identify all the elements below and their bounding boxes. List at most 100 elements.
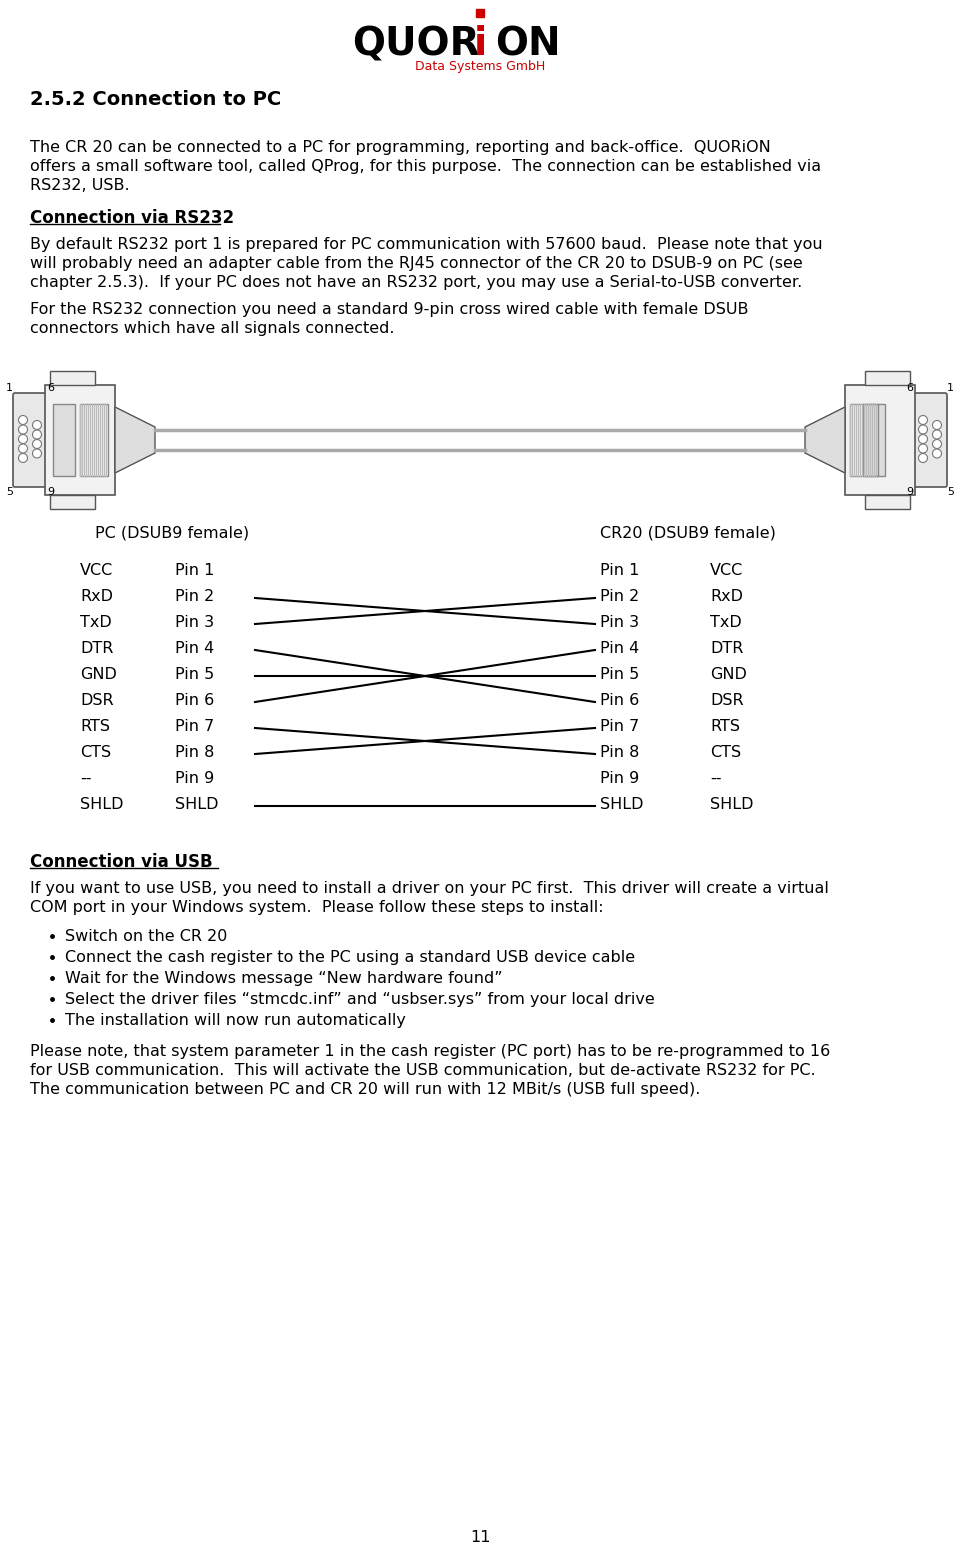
Text: 9: 9 xyxy=(47,486,54,497)
Text: Pin 4: Pin 4 xyxy=(600,641,639,656)
Text: By default RS232 port 1 is prepared for PC communication with 57600 baud.  Pleas: By default RS232 port 1 is prepared for … xyxy=(30,237,823,253)
Bar xyxy=(865,371,910,385)
Text: Switch on the CR 20: Switch on the CR 20 xyxy=(65,929,228,945)
Text: VCC: VCC xyxy=(80,563,113,578)
Text: 6: 6 xyxy=(906,384,913,393)
Text: TxD: TxD xyxy=(80,614,111,630)
Text: chapter 2.5.3).  If your PC does not have an RS232 port, you may use a Serial-to: chapter 2.5.3). If your PC does not have… xyxy=(30,274,803,290)
Text: connectors which have all signals connected.: connectors which have all signals connec… xyxy=(30,321,395,337)
Circle shape xyxy=(932,430,942,440)
Text: Pin 5: Pin 5 xyxy=(600,667,639,681)
Text: Pin 9: Pin 9 xyxy=(600,772,639,786)
Bar xyxy=(80,404,108,475)
Text: Pin 3: Pin 3 xyxy=(600,614,639,630)
Text: DSR: DSR xyxy=(710,694,744,708)
Circle shape xyxy=(33,421,41,429)
Text: 5: 5 xyxy=(947,486,954,497)
Text: 9: 9 xyxy=(906,486,913,497)
Circle shape xyxy=(33,449,41,458)
Text: CTS: CTS xyxy=(80,745,111,759)
Text: VCC: VCC xyxy=(710,563,743,578)
Text: 5: 5 xyxy=(6,486,13,497)
Text: CTS: CTS xyxy=(710,745,741,759)
Text: For the RS232 connection you need a standard 9-pin cross wired cable with female: For the RS232 connection you need a stan… xyxy=(30,302,749,316)
Text: DSR: DSR xyxy=(80,694,113,708)
Circle shape xyxy=(932,449,942,458)
Text: Please note, that system parameter 1 in the cash register (PC port) has to be re: Please note, that system parameter 1 in … xyxy=(30,1045,830,1059)
Text: RxD: RxD xyxy=(710,589,743,603)
Text: SHLD: SHLD xyxy=(600,797,643,812)
Circle shape xyxy=(919,416,927,424)
Text: will probably need an adapter cable from the RJ45 connector of the CR 20 to DSUB: will probably need an adapter cable from… xyxy=(30,256,803,271)
Circle shape xyxy=(33,430,41,440)
Text: Select the driver files “stmcdc.inf” and “usbser.sys” from your local drive: Select the driver files “stmcdc.inf” and… xyxy=(65,992,655,1007)
Text: Pin 8: Pin 8 xyxy=(175,745,214,759)
Text: Wait for the Windows message “New hardware found”: Wait for the Windows message “New hardwa… xyxy=(65,971,503,985)
Circle shape xyxy=(18,435,28,443)
Circle shape xyxy=(18,416,28,424)
Circle shape xyxy=(33,440,41,449)
Text: Data Systems GmbH: Data Systems GmbH xyxy=(415,59,545,73)
Text: Pin 7: Pin 7 xyxy=(600,719,639,734)
Text: SHLD: SHLD xyxy=(710,797,754,812)
Text: If you want to use USB, you need to install a driver on your PC first.  This dri: If you want to use USB, you need to inst… xyxy=(30,881,828,896)
Polygon shape xyxy=(805,407,845,472)
Text: TxD: TxD xyxy=(710,614,742,630)
Text: RTS: RTS xyxy=(80,719,110,734)
Text: Pin 1: Pin 1 xyxy=(175,563,214,578)
Circle shape xyxy=(18,426,28,433)
Text: Pin 2: Pin 2 xyxy=(175,589,214,603)
Bar xyxy=(50,496,95,508)
Text: 6: 6 xyxy=(47,384,54,393)
Text: COM port in your Windows system.  Please follow these steps to install:: COM port in your Windows system. Please … xyxy=(30,900,604,915)
Bar xyxy=(50,371,95,385)
Text: DTR: DTR xyxy=(80,641,113,656)
Text: RTS: RTS xyxy=(710,719,740,734)
Text: Pin 9: Pin 9 xyxy=(175,772,214,786)
Text: The CR 20 can be connected to a PC for programming, reporting and back-office.  : The CR 20 can be connected to a PC for p… xyxy=(30,140,771,154)
Text: 1: 1 xyxy=(6,384,13,393)
Circle shape xyxy=(919,444,927,454)
Text: QUOR: QUOR xyxy=(352,25,480,62)
Text: Connect the cash register to the PC using a standard USB device cable: Connect the cash register to the PC usin… xyxy=(65,949,636,965)
Text: Pin 6: Pin 6 xyxy=(175,694,214,708)
Circle shape xyxy=(919,426,927,433)
Circle shape xyxy=(18,444,28,454)
Text: Connection via USB: Connection via USB xyxy=(30,853,212,871)
Text: --: -- xyxy=(710,772,722,786)
Text: Pin 2: Pin 2 xyxy=(600,589,639,603)
Text: ON: ON xyxy=(495,25,561,62)
Text: Pin 7: Pin 7 xyxy=(175,719,214,734)
Text: RxD: RxD xyxy=(80,589,113,603)
Bar xyxy=(45,385,115,496)
Text: RS232, USB.: RS232, USB. xyxy=(30,178,130,193)
Text: Pin 8: Pin 8 xyxy=(600,745,639,759)
Text: offers a small software tool, called QProg, for this purpose.  The connection ca: offers a small software tool, called QPr… xyxy=(30,159,821,175)
Text: DTR: DTR xyxy=(710,641,743,656)
Text: SHLD: SHLD xyxy=(175,797,219,812)
Circle shape xyxy=(919,454,927,463)
Circle shape xyxy=(919,435,927,443)
FancyBboxPatch shape xyxy=(913,393,947,486)
Text: GND: GND xyxy=(80,667,117,681)
Bar xyxy=(845,385,915,496)
Text: SHLD: SHLD xyxy=(80,797,124,812)
Text: Pin 6: Pin 6 xyxy=(600,694,639,708)
Text: GND: GND xyxy=(710,667,747,681)
Bar xyxy=(476,9,484,17)
Text: --: -- xyxy=(80,772,91,786)
Bar xyxy=(863,404,885,475)
Circle shape xyxy=(932,421,942,429)
Text: CR20 (DSUB9 female): CR20 (DSUB9 female) xyxy=(600,525,776,539)
Polygon shape xyxy=(115,407,155,472)
Text: Pin 4: Pin 4 xyxy=(175,641,214,656)
Bar xyxy=(865,496,910,508)
Text: Pin 5: Pin 5 xyxy=(175,667,214,681)
Text: The communication between PC and CR 20 will run with 12 MBit/s (USB full speed).: The communication between PC and CR 20 w… xyxy=(30,1082,701,1098)
Text: The installation will now run automatically: The installation will now run automatica… xyxy=(65,1013,406,1027)
Circle shape xyxy=(932,440,942,449)
Text: 1: 1 xyxy=(947,384,954,393)
Text: 11: 11 xyxy=(469,1529,491,1545)
Text: Connection via RS232: Connection via RS232 xyxy=(30,209,234,228)
Text: Pin 1: Pin 1 xyxy=(600,563,639,578)
